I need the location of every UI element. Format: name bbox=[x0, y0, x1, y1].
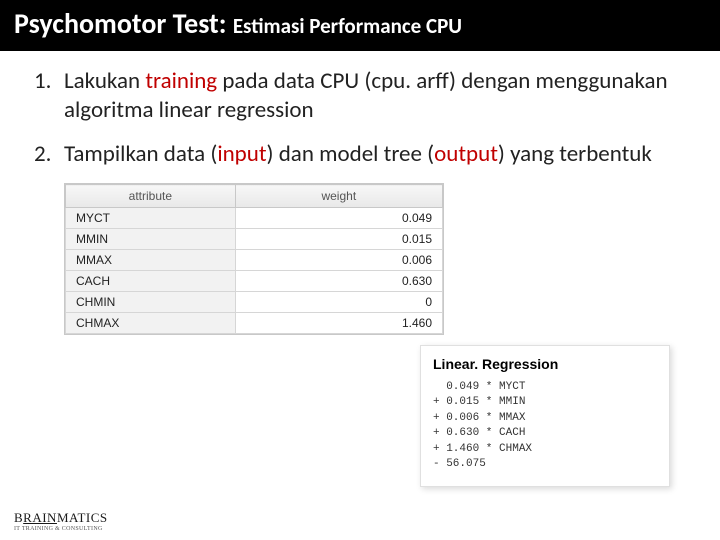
col-weight: weight bbox=[235, 185, 442, 208]
cell-val: 1.460 bbox=[235, 313, 442, 334]
list-item-2: 2. Tampilkan data (input) dan model tree… bbox=[34, 140, 686, 169]
cell-attr: CACH bbox=[66, 271, 236, 292]
cell-attr: CHMIN bbox=[66, 292, 236, 313]
table-row: CACH0.630 bbox=[66, 271, 443, 292]
regression-line: + 0.006 * MMAX bbox=[433, 411, 657, 426]
cell-attr: MMAX bbox=[66, 250, 236, 271]
text-mid: ) dan model tree ( bbox=[267, 140, 435, 168]
cell-val: 0.006 bbox=[235, 250, 442, 271]
list-text: Tampilkan data (input) dan model tree (o… bbox=[64, 140, 652, 169]
highlight-output: output bbox=[434, 140, 498, 168]
regression-panel: Linear. Regression 0.049 * MYCT + 0.015 … bbox=[420, 345, 670, 487]
text-pre: Lakukan bbox=[64, 67, 145, 95]
regression-line: + 1.460 * CHMAX bbox=[433, 442, 657, 457]
regression-line: 0.049 * MYCT bbox=[433, 380, 657, 395]
cell-val: 0 bbox=[235, 292, 442, 313]
table-row: MMIN0.015 bbox=[66, 229, 443, 250]
table-row: MMAX0.006 bbox=[66, 250, 443, 271]
text-pre: Tampilkan data ( bbox=[64, 140, 217, 168]
attribute-weight-table: attribute weight MYCT0.049 MMIN0.015 MMA… bbox=[64, 183, 444, 335]
title-main: Psychomotor Test: bbox=[14, 6, 233, 41]
logo-subtitle: IT TRAINING & CONSULTING bbox=[14, 526, 108, 532]
cell-attr: MYCT bbox=[66, 208, 236, 229]
regression-line: + 0.630 * CACH bbox=[433, 426, 657, 441]
table-row: CHMAX1.460 bbox=[66, 313, 443, 334]
list-number: 2. bbox=[34, 140, 64, 169]
title-bar: Psychomotor Test: Estimasi Performance C… bbox=[0, 0, 720, 51]
footer-logo: BRAINMATICS IT TRAINING & CONSULTING bbox=[14, 510, 108, 532]
regression-title: Linear. Regression bbox=[433, 356, 657, 372]
list-number: 1. bbox=[34, 67, 64, 126]
regression-line: + 0.015 * MMIN bbox=[433, 395, 657, 410]
title-subtitle: Estimasi Performance CPU bbox=[233, 13, 462, 39]
cell-val: 0.630 bbox=[235, 271, 442, 292]
table-row: MYCT0.049 bbox=[66, 208, 443, 229]
logo-text: BRAINMATICS bbox=[14, 510, 108, 526]
col-attribute: attribute bbox=[66, 185, 236, 208]
content-area: 1. Lakukan training pada data CPU (cpu. … bbox=[0, 51, 720, 335]
cell-attr: CHMAX bbox=[66, 313, 236, 334]
regression-formula: 0.049 * MYCT + 0.015 * MMIN + 0.006 * MM… bbox=[433, 380, 657, 472]
table-header-row: attribute weight bbox=[66, 185, 443, 208]
cell-val: 0.015 bbox=[235, 229, 442, 250]
list-item-1: 1. Lakukan training pada data CPU (cpu. … bbox=[34, 67, 686, 126]
cell-attr: MMIN bbox=[66, 229, 236, 250]
highlight-training: training bbox=[145, 67, 217, 95]
text-post: ) yang terbentuk bbox=[498, 140, 652, 168]
table-row: CHMIN0 bbox=[66, 292, 443, 313]
cell-val: 0.049 bbox=[235, 208, 442, 229]
list-text: Lakukan training pada data CPU (cpu. arf… bbox=[64, 67, 686, 126]
regression-line: - 56.075 bbox=[433, 457, 657, 472]
highlight-input: input bbox=[217, 140, 266, 168]
